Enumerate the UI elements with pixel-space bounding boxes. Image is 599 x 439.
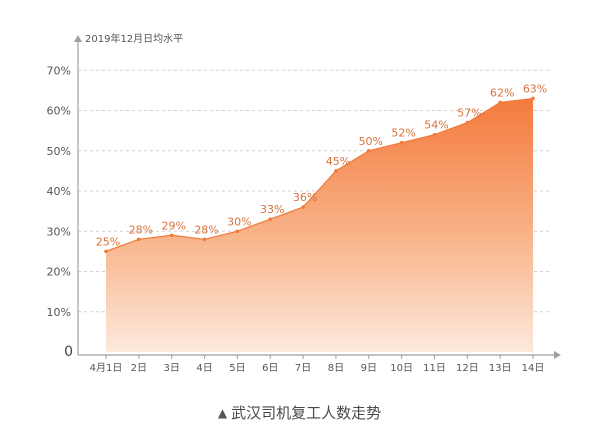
data-points [104,96,535,254]
data-label: 36% [293,191,317,204]
y-tick-label: 20% [47,266,71,279]
data-label: 28% [129,223,153,236]
data-point [169,233,174,238]
data-point [531,96,535,101]
y-axis-title: 2019年12月日均水平 [85,32,183,45]
data-label: 63% [523,82,547,95]
data-point [465,120,470,125]
data-label: 54% [424,119,448,132]
y-tick-label: 50% [47,145,71,158]
x-tick-label: 9日 [361,363,377,374]
x-tick-label: 4月1日 [90,362,123,374]
data-label: 33% [260,203,284,216]
y-tick-label: 40% [47,185,71,198]
data-label: 25% [96,235,120,248]
data-point [268,217,273,221]
x-tick-label: 10日 [390,363,413,374]
y-tick-label: 10% [47,306,71,319]
y-tick-label: 30% [47,225,71,238]
chart-caption: ▲ 武汉司机复工人数走势 [0,402,599,423]
y-tick-label: 60% [47,105,71,118]
data-label: 50% [359,135,383,148]
data-point [202,237,207,242]
x-axis-ticks: 4月1日 2日 3日 4日 5日 6日 7日 8日 9日 10日 11日 12日 13日 14日 [90,355,545,374]
y-tick-label: 0 [64,344,73,360]
x-tick-label: 7日 [295,363,311,374]
area-series [105,97,534,352]
x-tick-label: 11日 [423,363,446,374]
axes [74,35,561,359]
x-axis-arrow-icon [554,351,561,359]
data-point [235,229,240,234]
x-tick-label: 8日 [328,363,344,374]
data-label: 45% [326,155,350,168]
data-label: 29% [161,219,185,232]
x-tick-label: 4日 [196,363,212,374]
x-tick-label: 6日 [262,363,278,374]
y-axis-arrow-icon [74,35,82,42]
x-tick-label: 12日 [456,363,479,374]
data-label: 52% [391,127,415,140]
series-line [105,97,534,252]
x-tick-label: 3日 [164,363,180,374]
data-point [432,132,437,137]
area-fill [106,98,534,352]
y-tick-label: 70% [47,64,71,77]
data-point [367,148,371,153]
data-label: 30% [227,215,251,228]
x-tick-label: 13日 [489,363,512,374]
data-point [301,205,305,209]
data-labels: 25% 28% 29% 28% 30% 33% 36% 45% 50% 52% 54% 57% 62% 6… [96,82,548,248]
x-tick-label: 5日 [229,363,245,374]
triangle-up-icon: ▲ [217,406,228,420]
data-point [498,100,503,105]
x-tick-label: 2日 [131,363,147,374]
data-point [104,249,108,254]
y-axis-ticks: 0 10% 20% 30% 40% 50% 60% 70% [47,64,73,360]
x-tick-label: 14日 [522,363,545,374]
data-point [334,169,338,173]
data-point [399,140,404,145]
data-label: 57% [457,107,481,120]
data-label: 62% [490,86,514,99]
data-label: 28% [194,223,218,236]
chart-caption-text: 武汉司机复工人数走势 [231,404,382,422]
data-point [137,237,141,242]
